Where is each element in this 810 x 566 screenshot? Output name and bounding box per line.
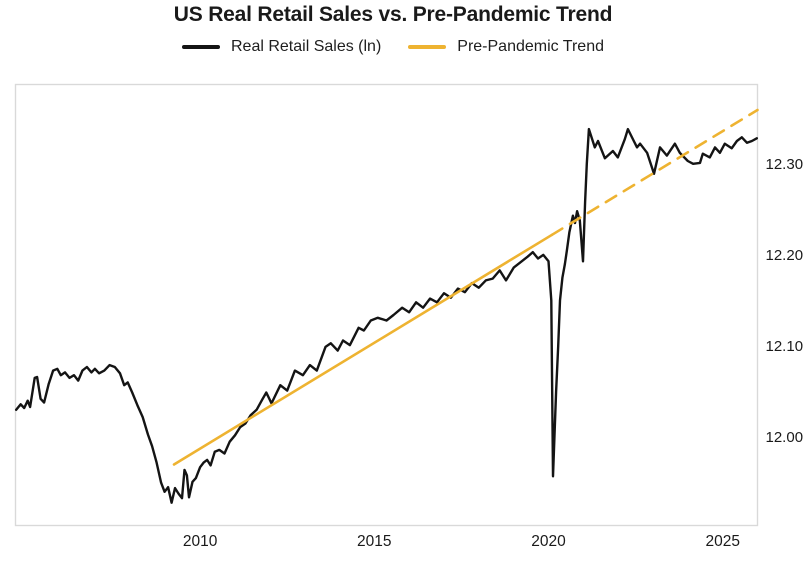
legend-label: Real Retail Sales (ln) [230, 38, 382, 55]
gold-line-swatch-icon [408, 45, 447, 49]
y-axis-tick-label: 12.10 [766, 338, 804, 355]
pre-pandemic-trend-line-dashed [550, 108, 759, 237]
y-axis-tick-label: 12.00 [766, 429, 804, 446]
y-axis-tick-label: 12.20 [766, 247, 804, 264]
legend-label: Pre-Pandemic Trend [457, 38, 604, 55]
x-axis-tick-label: 2025 [705, 533, 739, 550]
black-line-swatch-icon [181, 45, 220, 49]
legend-item-pre-pandemic-trend: Pre-Pandemic Trend [408, 38, 604, 56]
legend-item-real-retail-sales: Real Retail Sales (ln) [181, 38, 382, 56]
x-axis-tick-label: 2015 [357, 533, 391, 550]
plot-border [14, 83, 759, 527]
real-retail-sales-line [15, 127, 758, 504]
chart-legend: Real Retail Sales (ln) Pre-Pandemic Tren… [0, 38, 786, 56]
x-axis-tick-label: 2010 [183, 533, 218, 550]
x-axis-tick-label: 2020 [531, 533, 566, 550]
pre-pandemic-trend-line-solid [172, 233, 554, 466]
y-axis-tick-label: 12.30 [766, 156, 804, 173]
chart-title: US Real Retail Sales vs. Pre-Pandemic Tr… [173, 3, 613, 26]
chart-header: US Real Retail Sales vs. Pre-Pandemic Tr… [0, 0, 786, 56]
